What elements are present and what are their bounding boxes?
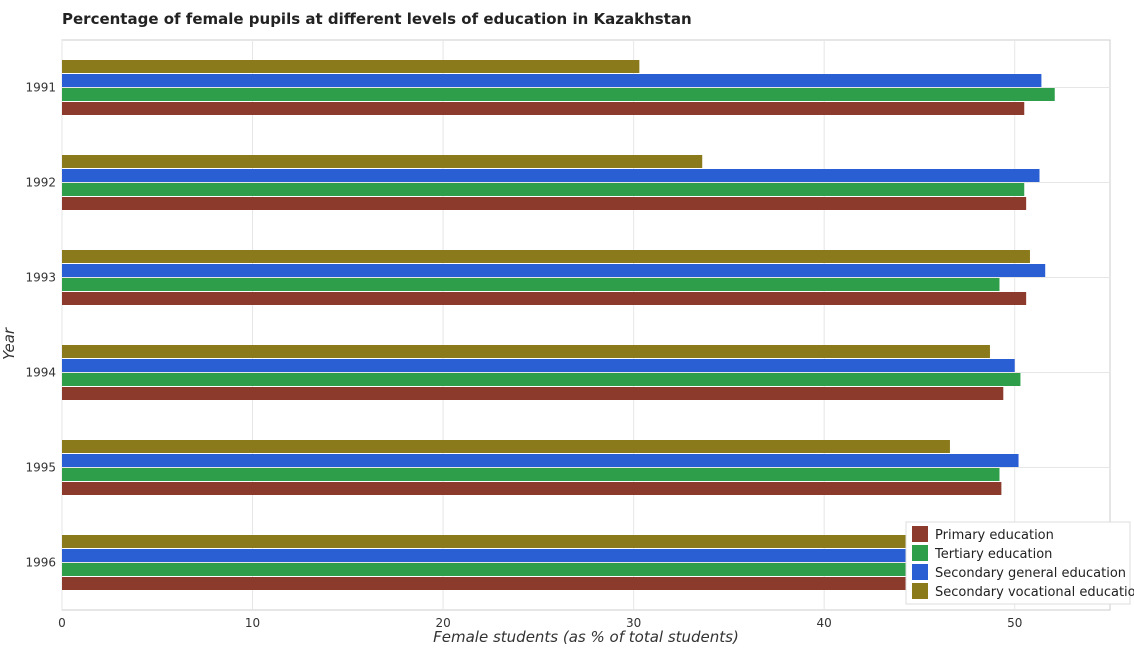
x-tick-label: 10: [245, 616, 260, 630]
y-tick-label: 1995: [25, 461, 56, 475]
bar: [62, 169, 1040, 182]
legend-label: Secondary general education: [935, 566, 1126, 581]
y-tick-label: 1993: [25, 271, 56, 285]
x-axis-ticks: 0 10 20 30 40 50: [58, 616, 1022, 630]
legend-box: [905, 521, 1131, 605]
bar: [62, 373, 1021, 386]
legend-swatch: [912, 545, 928, 561]
legend-label: Secondary vocational education: [935, 585, 1134, 600]
bar: [62, 102, 1025, 115]
bar: [62, 264, 1046, 277]
x-axis-label: Female students (as % of total students): [433, 628, 739, 646]
bar: [62, 345, 990, 358]
y-tick-label: 1996: [25, 556, 56, 570]
bar: [62, 563, 1000, 576]
bar: [62, 359, 1015, 372]
bar: [62, 549, 998, 562]
y-tick-label: 1991: [25, 81, 56, 95]
legend: Primary education Tertiary education Secon…: [905, 521, 1134, 605]
legend-label: Primary education: [935, 528, 1054, 543]
bar: [62, 60, 640, 73]
bar: [62, 468, 1000, 481]
x-tick-label: 40: [817, 616, 832, 630]
bar: [62, 535, 971, 548]
x-tick-label: 50: [1007, 616, 1022, 630]
bar: [62, 183, 1025, 196]
bar: [62, 482, 1002, 495]
bar: [62, 88, 1055, 101]
bar: [62, 197, 1027, 210]
legend-label: Tertiary education: [934, 547, 1052, 562]
y-tick-label: 1994: [25, 366, 56, 380]
grid: [61, 39, 1111, 611]
bar: [62, 387, 1004, 400]
x-tick-label: 30: [626, 616, 641, 630]
y-axis-ticks: 1991 1992 1993 1994 1995 1996: [25, 81, 56, 570]
bars: [62, 60, 1055, 590]
legend-swatch: [912, 526, 928, 542]
bar: [62, 440, 950, 453]
bar: [62, 278, 1000, 291]
bar: [62, 292, 1027, 305]
bar: [62, 577, 1002, 590]
y-tick-label: 1992: [25, 176, 56, 190]
bar: [62, 250, 1030, 263]
legend-swatch: [912, 564, 928, 580]
x-tick-label: 20: [435, 616, 450, 630]
bar: [62, 454, 1019, 467]
bar: [62, 74, 1042, 87]
legend-swatch: [912, 583, 928, 599]
y-axis-label: Year: [0, 327, 18, 360]
x-tick-label: 0: [58, 616, 66, 630]
chart-title: Percentage of female pupils at different…: [62, 10, 692, 28]
bar: [62, 155, 703, 168]
